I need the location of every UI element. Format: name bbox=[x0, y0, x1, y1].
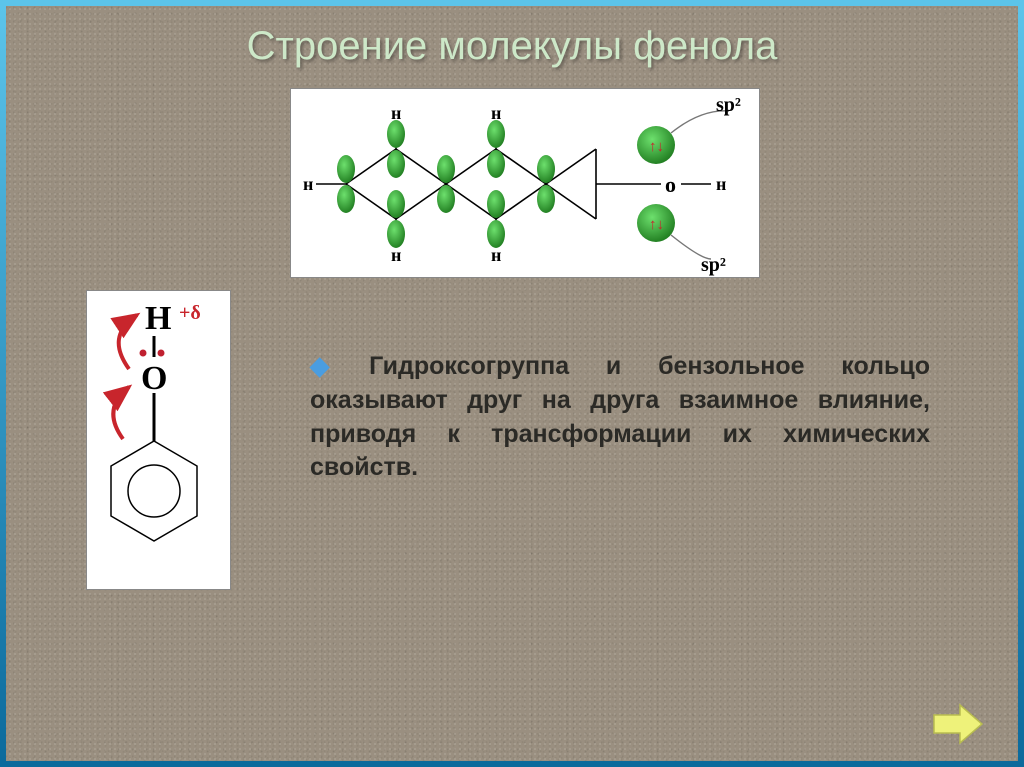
spin-top: ↑↓ bbox=[649, 138, 664, 155]
benzene-ring bbox=[111, 441, 197, 541]
orbital-diagram: о н н н н н н sp² sp² ↑↓ ↑↓ bbox=[290, 88, 760, 278]
phenol-o: О bbox=[141, 360, 167, 397]
lone-pair-dot bbox=[140, 350, 147, 357]
aromatic-circle bbox=[128, 465, 180, 517]
svg-text:н: н bbox=[391, 103, 401, 123]
electron-arrow-up bbox=[119, 315, 137, 369]
body-text-block: ◆Гидроксогруппа и бензольное кольцо оказ… bbox=[310, 350, 930, 485]
svg-text:н: н bbox=[491, 245, 501, 265]
svg-text:н: н bbox=[491, 103, 501, 123]
lone-pair-dot bbox=[158, 350, 165, 357]
svg-text:н: н bbox=[303, 174, 313, 194]
delta-label: +δ bbox=[179, 302, 201, 324]
svg-text:н: н bbox=[391, 245, 401, 265]
svg-text:н: н bbox=[716, 174, 726, 194]
electron-arrow-down bbox=[113, 387, 129, 439]
body-text: Гидроксогруппа и бензольное кольцо оказы… bbox=[310, 352, 930, 481]
spin-bot: ↑↓ bbox=[649, 216, 664, 233]
bullet-icon: ◆ bbox=[310, 352, 359, 380]
phenol-structure: Н +δ О bbox=[86, 290, 231, 590]
arrow-right-icon bbox=[934, 705, 982, 743]
phenol-h: Н bbox=[145, 300, 171, 337]
next-button[interactable] bbox=[932, 703, 984, 745]
oxygen-label: о bbox=[665, 172, 676, 197]
sp2-top-label: sp² bbox=[716, 94, 741, 116]
sp2-bot-label: sp² bbox=[701, 254, 726, 276]
slide-title: Строение молекулы фенола bbox=[0, 24, 1024, 69]
